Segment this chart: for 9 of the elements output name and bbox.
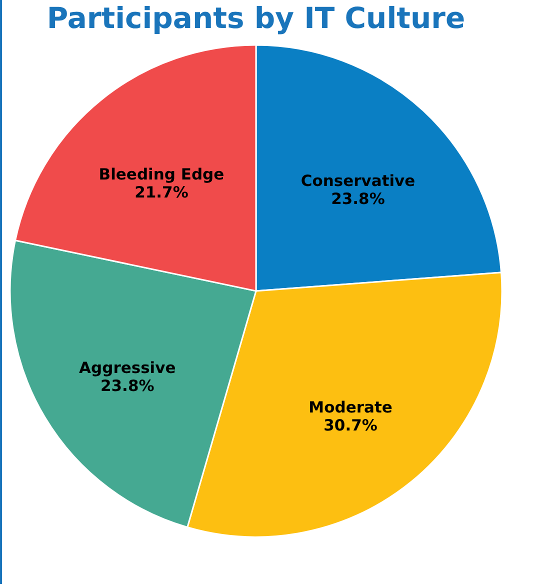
- data-label: 23.8%: [331, 190, 386, 208]
- data-label: 23.8%: [100, 377, 155, 396]
- slice-label: Moderate: [308, 398, 392, 416]
- data-label: 30.7%: [324, 416, 378, 434]
- slice-label: Conservative: [300, 172, 416, 190]
- slice-label: Bleeding Edge: [98, 166, 224, 184]
- data-label: 21.7%: [134, 184, 189, 202]
- slice-label: Aggressive: [79, 359, 176, 378]
- chart-title: Participants by IT Culture: [46, 1, 466, 35]
